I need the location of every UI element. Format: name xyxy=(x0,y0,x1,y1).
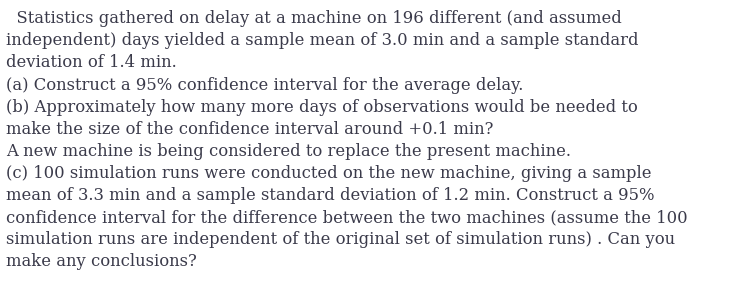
Text: simulation runs are independent of the original set of simulation runs) . Can yo: simulation runs are independent of the o… xyxy=(6,231,675,248)
Text: mean of 3.3 min and a sample standard deviation of 1.2 min. Construct a 95%: mean of 3.3 min and a sample standard de… xyxy=(6,187,654,204)
Text: Statistics gathered on delay at a machine on 196 different (and assumed: Statistics gathered on delay at a machin… xyxy=(6,10,621,27)
Text: (b) Approximately how many more days of observations would be needed to: (b) Approximately how many more days of … xyxy=(6,99,637,116)
Text: deviation of 1.4 min.: deviation of 1.4 min. xyxy=(6,54,177,71)
Text: (c) 100 simulation runs were conducted on the new machine, giving a sample: (c) 100 simulation runs were conducted o… xyxy=(6,165,651,182)
Text: make the size of the confidence interval around +0.1 min?: make the size of the confidence interval… xyxy=(6,121,493,138)
Text: independent) days yielded a sample mean of 3.0 min and a sample standard: independent) days yielded a sample mean … xyxy=(6,32,638,49)
Text: confidence interval for the difference between the two machines (assume the 100: confidence interval for the difference b… xyxy=(6,209,688,226)
Text: A new machine is being considered to replace the present machine.: A new machine is being considered to rep… xyxy=(6,143,571,160)
Text: (a) Construct a 95% confidence interval for the average delay.: (a) Construct a 95% confidence interval … xyxy=(6,77,523,93)
Text: make any conclusions?: make any conclusions? xyxy=(6,253,196,270)
